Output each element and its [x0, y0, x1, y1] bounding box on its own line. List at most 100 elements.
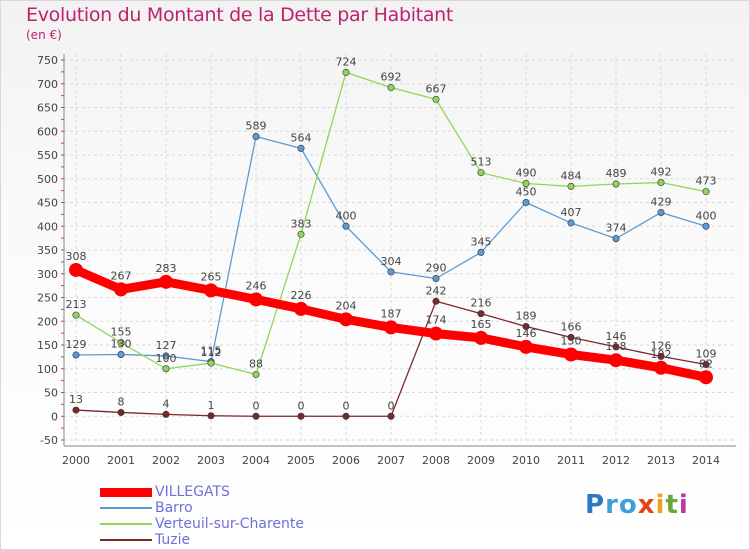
- data-point: [249, 292, 263, 307]
- data-label: 146: [516, 327, 537, 340]
- data-label: 187: [381, 307, 402, 320]
- y-tick-label: 250: [37, 292, 58, 305]
- y-tick-label: 200: [37, 315, 58, 328]
- series-group: [69, 68, 713, 420]
- data-point: [69, 262, 83, 277]
- x-tick-label: 2012: [602, 454, 630, 467]
- data-label: 492: [651, 166, 672, 179]
- grid: [64, 54, 736, 444]
- data-label: 216: [471, 297, 492, 310]
- data-label: 13: [69, 393, 83, 406]
- data-label: 290: [426, 262, 447, 275]
- x-tick-label: 2004: [242, 454, 270, 467]
- data-point: [294, 301, 308, 316]
- data-point: [702, 360, 710, 368]
- data-label: 130: [111, 338, 132, 351]
- data-label: 383: [291, 217, 312, 230]
- data-point: [72, 311, 80, 319]
- y-tick-label: 0: [51, 410, 58, 423]
- data-point: [477, 310, 485, 318]
- data-point: [702, 188, 710, 196]
- logo-letter: x: [637, 490, 656, 520]
- data-label: 112: [201, 346, 222, 359]
- data-label: 166: [561, 320, 582, 333]
- legend-swatch: [100, 507, 152, 509]
- data-point: [612, 343, 620, 351]
- x-tick-label: 2006: [332, 454, 360, 467]
- y-tick-label: 400: [37, 220, 58, 233]
- data-point: [252, 370, 260, 378]
- data-label: 490: [516, 167, 537, 180]
- data-point: [342, 68, 350, 76]
- x-tick-label: 2008: [422, 454, 450, 467]
- data-label: 374: [606, 222, 627, 235]
- legend-swatch: [100, 487, 152, 497]
- logo-letter: o: [618, 490, 638, 520]
- data-label: 126: [651, 339, 672, 352]
- data-point: [609, 353, 623, 368]
- data-label: 204: [336, 299, 357, 312]
- y-tick-label: 100: [37, 363, 58, 376]
- legend-label: Verteuil-sur-Charente: [155, 516, 305, 532]
- data-point: [657, 208, 665, 216]
- data-label: 174: [426, 314, 447, 327]
- data-label: 155: [111, 326, 132, 339]
- data-point: [432, 274, 440, 282]
- logo-letter: P: [585, 490, 606, 520]
- x-tick-label: 2002: [152, 454, 180, 467]
- data-point: [384, 320, 398, 335]
- x-tick-label: 2000: [62, 454, 90, 467]
- y-tick-label: 500: [37, 173, 58, 186]
- data-point: [117, 350, 125, 358]
- data-point: [207, 412, 215, 420]
- y-tick-label: 50: [44, 387, 58, 400]
- data-point: [567, 333, 575, 341]
- data-point: [387, 84, 395, 92]
- data-label: 0: [253, 399, 260, 412]
- data-point: [654, 360, 668, 375]
- data-point: [387, 412, 395, 420]
- data-point: [474, 330, 488, 345]
- data-label: 473: [696, 175, 717, 188]
- data-point: [702, 222, 710, 230]
- data-point: [72, 351, 80, 359]
- logo-letter: r: [605, 490, 619, 520]
- data-point: [657, 352, 665, 360]
- legend-label: Tuzie: [155, 532, 191, 548]
- data-label: 115: [201, 345, 222, 358]
- data-label: 146: [606, 330, 627, 343]
- data-label: 82: [699, 357, 713, 370]
- legend-swatch: [100, 539, 152, 541]
- data-label: 400: [336, 209, 357, 222]
- data-label: 127: [156, 339, 177, 352]
- data-point: [522, 180, 530, 188]
- data-label: 0: [388, 399, 395, 412]
- data-label: 246: [246, 279, 267, 292]
- x-tick-label: 2003: [197, 454, 225, 467]
- y-tick-label: 450: [37, 197, 58, 210]
- data-point: [117, 339, 125, 347]
- data-label: 226: [291, 289, 312, 302]
- data-point: [72, 406, 80, 414]
- data-point: [252, 412, 260, 420]
- data-label: 724: [336, 55, 357, 68]
- data-label: 283: [156, 262, 177, 275]
- data-label: 102: [651, 348, 672, 361]
- data-label: 407: [561, 206, 582, 219]
- x-tick-label: 2009: [467, 454, 495, 467]
- data-point: [162, 365, 170, 373]
- data-label: 165: [471, 318, 492, 331]
- x-tick-label: 2011: [557, 454, 585, 467]
- data-point: [567, 219, 575, 227]
- data-label: 4: [163, 397, 170, 410]
- legend-label: Barro: [155, 500, 193, 516]
- data-label: 667: [426, 82, 447, 95]
- data-label: 88: [249, 357, 263, 370]
- data-label: 400: [696, 209, 717, 222]
- x-tick-label: 2010: [512, 454, 540, 467]
- data-point: [297, 230, 305, 238]
- data-point: [477, 248, 485, 256]
